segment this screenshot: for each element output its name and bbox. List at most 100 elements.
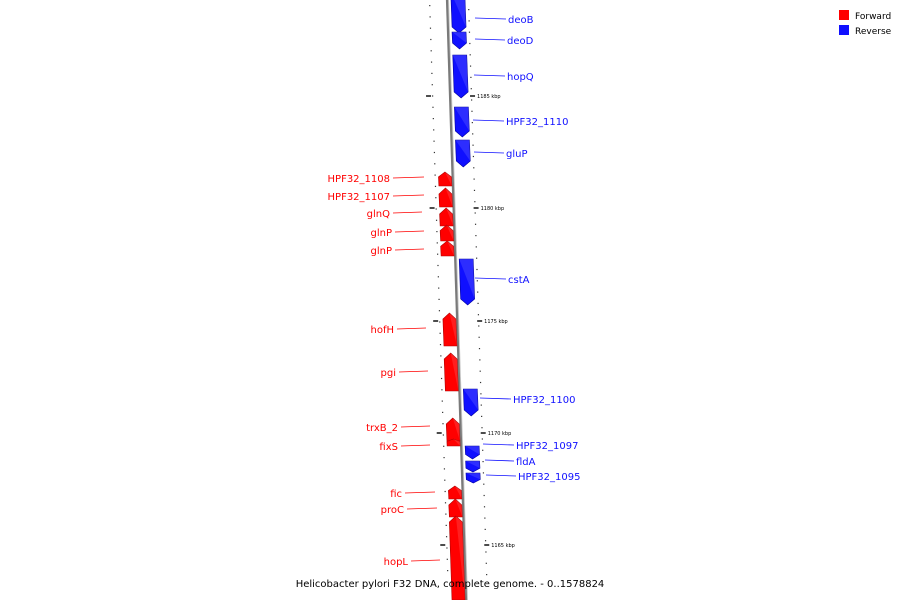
gene-label[interactable]: HPF32_1108 [328, 174, 390, 185]
gene-arrow[interactable] [465, 460, 481, 473]
gene-feature[interactable]: proC [381, 498, 463, 518]
gene-arrow[interactable] [455, 139, 471, 168]
gene-label[interactable]: gluP [506, 149, 528, 160]
gene-arrow[interactable] [446, 438, 461, 447]
gene-feature[interactable]: fldA [465, 457, 536, 473]
gene-label[interactable]: HPF32_1110 [506, 117, 568, 128]
minor-tick [479, 381, 482, 384]
gene-arrow[interactable] [454, 106, 470, 138]
tick-marks: 1185 kbp 1180 kbp 1175 kbp 1170 kbp 1165 kbp [426, 5, 515, 576]
gene-arrow-highlight [453, 439, 461, 446]
gene-label[interactable]: HPF32_1095 [518, 472, 580, 483]
minor-tick [480, 404, 482, 406]
gene-feature[interactable]: HPF32_1107 [328, 187, 453, 208]
minor-tick [468, 20, 470, 22]
minor-tick [476, 268, 478, 271]
minor-tick [447, 570, 449, 572]
minor-tick [472, 133, 474, 135]
gene-arrow-highlight [454, 0, 467, 27]
gene-feature[interactable]: trxB_2 [366, 417, 461, 442]
gene-feature[interactable]: hopL [384, 515, 466, 600]
gene-feature[interactable]: fic [390, 485, 463, 500]
gene-leader-line [473, 151, 505, 154]
gene-label[interactable]: fldA [516, 457, 536, 468]
minor-tick [442, 411, 444, 413]
gene-feature[interactable]: glnQ [367, 207, 454, 227]
minor-tick [437, 276, 439, 278]
gene-feature[interactable]: glnP [371, 224, 454, 242]
gene-feature[interactable]: hofH [371, 312, 458, 347]
gene-label[interactable]: glnP [371, 246, 393, 257]
gene-feature[interactable]: HPF32_1095 [465, 472, 581, 484]
gene-arrow[interactable] [464, 445, 480, 460]
gene-feature[interactable]: HPF32_1097 [464, 441, 578, 460]
gene-leader-line [398, 370, 429, 373]
minor-tick [472, 144, 474, 146]
minor-tick [468, 31, 471, 33]
gene-arrow[interactable] [449, 515, 466, 600]
legend-swatch-forward [839, 10, 849, 20]
gene-label[interactable]: fixS [379, 442, 398, 453]
gene-arrow[interactable] [465, 472, 481, 484]
gene-arrow-highlight [450, 353, 459, 391]
gene-arrow-highlight [454, 486, 462, 499]
minor-tick [432, 118, 434, 120]
gene-arrow[interactable] [442, 312, 458, 347]
gene-label[interactable]: pgi [381, 368, 396, 379]
gene-feature[interactable]: fixS [379, 438, 461, 453]
gene-feature[interactable]: HPF32_1100 [463, 388, 575, 417]
gene-label[interactable]: fic [390, 489, 402, 500]
gene-label[interactable]: HPF32_1097 [516, 441, 578, 452]
gene-leader-line [406, 507, 438, 510]
minor-tick [435, 219, 438, 221]
gene-arrow[interactable] [451, 31, 467, 50]
minor-tick [431, 72, 433, 74]
legend: Forward Reverse [839, 10, 892, 37]
gene-label[interactable]: HPF32_1107 [328, 192, 390, 203]
gene-label[interactable]: trxB_2 [366, 423, 398, 434]
minor-tick [434, 174, 436, 176]
gene-feature[interactable]: gluP [455, 139, 528, 168]
minor-tick [474, 201, 476, 203]
gene-label[interactable]: hopL [384, 557, 409, 568]
gene-label[interactable]: deoD [507, 36, 534, 47]
gene-arrow[interactable] [443, 352, 459, 392]
gene-leader-line [485, 474, 517, 477]
minor-tick [472, 155, 475, 158]
minor-tick [469, 65, 472, 67]
minor-tick [471, 122, 473, 124]
gene-feature[interactable]: HPF32_1108 [328, 171, 453, 187]
gene-arrow-highlight [454, 107, 470, 131]
gene-features: deoB deoD hopQ HPF32_1110 gluP HPF32_1108 HPF3… [328, 0, 581, 600]
gene-feature[interactable]: HPF32_1110 [454, 106, 568, 138]
gene-arrow[interactable] [450, 0, 467, 34]
minor-tick [430, 50, 432, 52]
gene-arrow[interactable] [438, 187, 453, 208]
gene-leader-line [392, 194, 425, 197]
gene-feature[interactable]: deoB [450, 0, 534, 34]
gene-feature[interactable]: pgi [381, 352, 459, 392]
gene-arrow-highlight [459, 259, 475, 299]
gene-arrow[interactable] [438, 171, 453, 187]
gene-label[interactable]: glnQ [367, 209, 390, 220]
tick-label: 1185 kbp [477, 94, 501, 100]
gene-feature[interactable]: deoD [451, 31, 534, 50]
gene-label[interactable]: HPF32_1100 [513, 395, 575, 406]
gene-feature[interactable]: glnP [371, 240, 455, 257]
gene-arrow[interactable] [440, 240, 455, 257]
gene-feature[interactable]: cstA [458, 258, 530, 306]
gene-label[interactable]: hopQ [507, 72, 534, 83]
gene-label[interactable]: glnP [371, 228, 393, 239]
gene-arrow[interactable] [452, 54, 469, 99]
gene-arrow[interactable] [463, 388, 479, 417]
minor-tick [441, 400, 443, 402]
legend-label-reverse: Reverse [855, 27, 892, 37]
gene-feature[interactable]: hopQ [452, 54, 534, 99]
gene-label[interactable]: deoB [508, 15, 534, 26]
minor-tick [486, 574, 488, 576]
gene-label[interactable]: cstA [508, 275, 530, 286]
gene-arrow-highlight [465, 446, 480, 455]
gene-arrow[interactable] [458, 258, 475, 306]
gene-label[interactable]: hofH [371, 325, 395, 336]
gene-label[interactable]: proC [381, 505, 404, 516]
